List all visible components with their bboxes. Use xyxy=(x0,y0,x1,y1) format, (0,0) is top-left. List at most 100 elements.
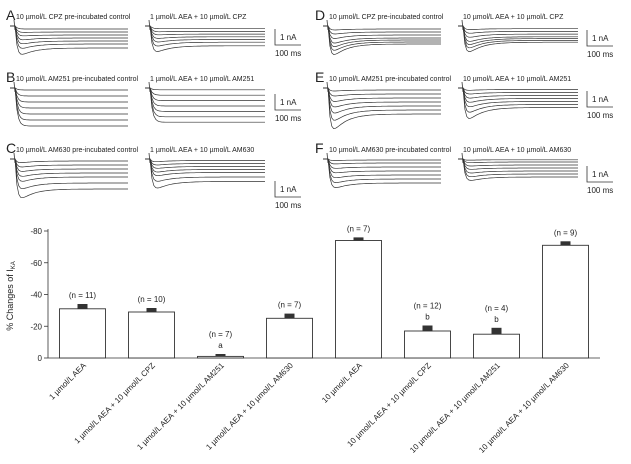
capacitive-transient xyxy=(461,81,464,93)
current-trace xyxy=(145,87,265,107)
trace-panel-b: B 10 µmol/L AM251 pre-incubated control 1 … xyxy=(6,69,301,127)
panel-letter: C xyxy=(6,140,16,156)
current-trace xyxy=(10,158,128,199)
current-trace xyxy=(145,87,265,91)
significance-letter: b xyxy=(425,313,430,322)
scale-bar: 1 nA 100 ms xyxy=(274,29,301,58)
n-label: (n = 11) xyxy=(69,291,97,300)
bar xyxy=(404,330,451,359)
scale-time-label: 100 ms xyxy=(587,186,613,195)
trace-left-label: 10 µmol/L CPZ pre-incubated control xyxy=(329,14,444,21)
control-traces xyxy=(323,81,441,129)
current-trace xyxy=(145,25,265,39)
capacitive-transient xyxy=(148,152,151,164)
current-trace xyxy=(323,158,441,165)
current-trace xyxy=(323,25,441,51)
scale-bar-lines xyxy=(274,94,301,111)
current-trace xyxy=(145,158,265,177)
trace-left-label: 10 µmol/L AM630 pre-incubated control xyxy=(16,147,139,154)
scale-bar: 1 nA 100 ms xyxy=(586,30,613,59)
current-trace xyxy=(145,158,265,182)
current-trace xyxy=(323,25,441,55)
trace-left-label: 10 µmol/L AM251 pre-incubated control xyxy=(16,76,139,83)
panel-letter: D xyxy=(315,7,325,23)
scale-bar: 1 nA 100 ms xyxy=(274,94,301,123)
current-trace xyxy=(10,25,128,30)
current-trace xyxy=(323,87,441,114)
scale-current-label: 1 nA xyxy=(280,98,297,107)
current-trace xyxy=(145,158,265,169)
trace-right-label: 1 µmol/L AEA + 10 µmol/L AM630 xyxy=(150,147,254,154)
current-trace xyxy=(458,87,578,103)
bar xyxy=(473,333,520,359)
current-trace xyxy=(458,25,578,45)
treated-traces xyxy=(458,19,578,52)
current-trace xyxy=(145,25,265,52)
current-trace xyxy=(458,158,578,161)
scale-current-label: 1 nA xyxy=(280,185,297,194)
current-trace xyxy=(145,25,265,33)
error-bar xyxy=(491,327,502,335)
x-tick-label: 1 µmol/L AEA xyxy=(47,361,88,402)
current-trace xyxy=(145,87,265,96)
current-trace xyxy=(10,158,128,163)
current-trace xyxy=(458,158,578,181)
current-trace xyxy=(323,25,441,44)
bar xyxy=(59,308,106,359)
current-trace xyxy=(145,25,265,43)
capacitive-transient xyxy=(461,152,464,164)
current-trace xyxy=(323,25,441,39)
current-trace xyxy=(145,158,265,173)
error-bar xyxy=(353,237,364,241)
current-trace xyxy=(145,158,265,189)
current-trace xyxy=(145,25,265,30)
trace-right-label: 1 µmol/L AEA + 10 µmol/L AM251 xyxy=(150,76,254,83)
current-trace xyxy=(10,158,128,190)
error-bar xyxy=(422,325,433,332)
current-trace xyxy=(145,87,265,118)
current-trace xyxy=(323,87,441,102)
current-trace xyxy=(323,87,441,97)
control-traces xyxy=(10,19,128,55)
y-tick-label: -80 xyxy=(30,227,42,236)
current-trace xyxy=(458,87,578,119)
scale-bar: 1 nA 100 ms xyxy=(274,181,301,210)
current-trace xyxy=(323,158,441,188)
current-trace xyxy=(323,158,441,179)
trace-panel-c: C 10 µmol/L AM630 pre-incubated control 1 … xyxy=(6,140,301,210)
current-trace xyxy=(458,158,578,164)
treated-traces xyxy=(145,152,265,189)
y-tick-label: -40 xyxy=(30,291,42,300)
trace-panel-a: A 10 µmol/L CPZ pre-incubated control 1 µm… xyxy=(6,7,301,58)
trace-right-label: 10 µmol/L AEA + 10 µmol/L CPZ xyxy=(463,14,564,21)
current-trace xyxy=(458,158,578,167)
trace-left-label: 10 µmol/L AM630 pre-incubated control xyxy=(329,147,452,154)
current-trace xyxy=(10,158,128,172)
treated-traces xyxy=(145,19,265,52)
treated-traces xyxy=(145,81,265,123)
y-tick-label: -60 xyxy=(30,259,42,268)
current-trace xyxy=(458,158,578,178)
bar xyxy=(542,244,589,359)
scale-time-label: 100 ms xyxy=(275,114,301,123)
significance-letter: a xyxy=(218,341,223,350)
scale-current-label: 1 nA xyxy=(592,34,609,43)
x-tick-label: 10 µmol/L AEA xyxy=(320,361,364,405)
current-trace xyxy=(458,25,578,52)
current-trace xyxy=(323,25,441,35)
scale-bar-lines xyxy=(274,29,301,46)
x-tick-label: 1 µmol/L AEA + 10 µmol/L CPZ xyxy=(73,361,157,445)
capacitive-transient xyxy=(13,81,16,93)
current-trace xyxy=(458,87,578,95)
current-trace xyxy=(10,25,128,33)
current-trace xyxy=(458,25,578,30)
current-trace xyxy=(10,87,128,97)
current-trace xyxy=(323,87,441,121)
scale-bar: 1 nA 100 ms xyxy=(586,166,613,195)
current-trace xyxy=(145,25,265,47)
current-trace xyxy=(10,158,128,182)
current-trace xyxy=(458,158,578,170)
current-trace xyxy=(10,87,128,103)
control-traces xyxy=(323,19,441,55)
